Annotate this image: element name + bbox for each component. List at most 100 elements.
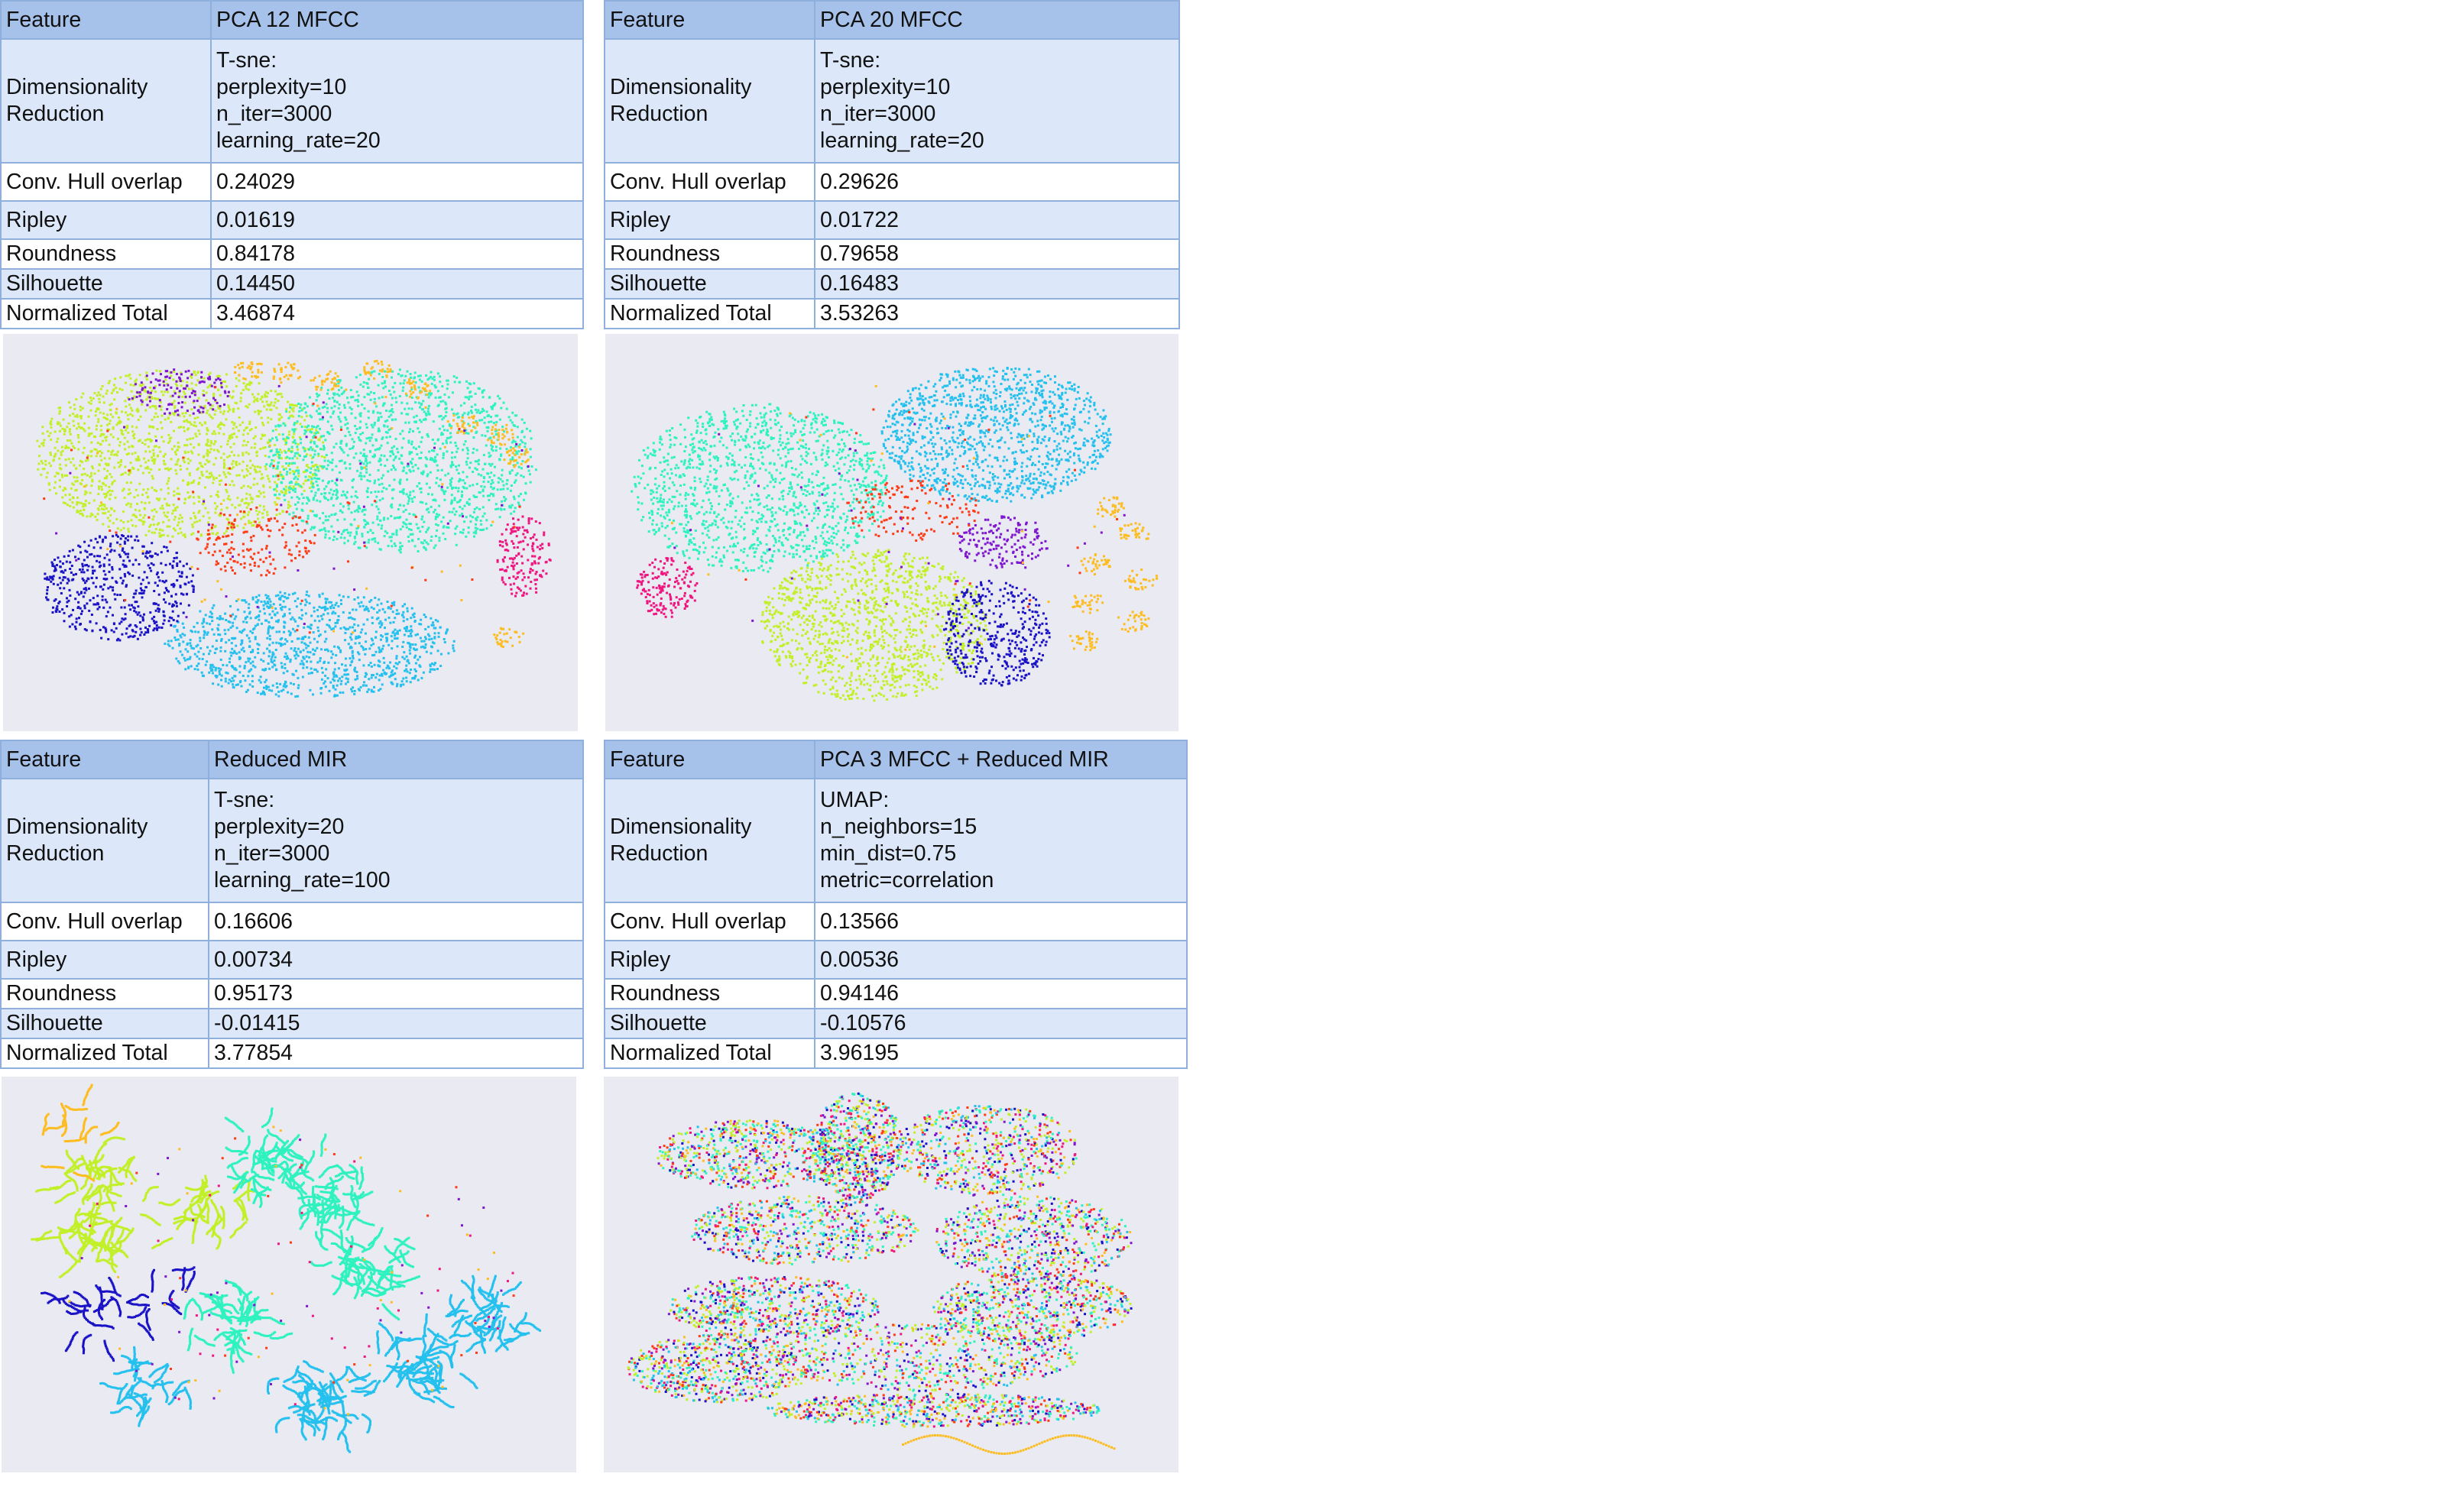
point-mark — [288, 513, 291, 516]
point-mark — [386, 431, 389, 434]
point-mark — [257, 393, 260, 396]
point-mark — [523, 498, 525, 501]
point-mark — [522, 475, 525, 478]
point-mark — [282, 600, 285, 603]
point-mark — [306, 453, 308, 456]
point-mark — [398, 457, 401, 460]
point-mark — [259, 397, 262, 400]
point-mark — [421, 526, 424, 528]
point-mark — [248, 669, 251, 672]
point-mark — [297, 637, 300, 640]
point-mark — [339, 536, 342, 539]
point-mark — [514, 474, 517, 477]
point-mark — [534, 583, 537, 586]
point-mark — [346, 427, 349, 430]
point-mark — [261, 433, 264, 436]
point-mark — [361, 535, 364, 538]
point-mark — [504, 542, 507, 545]
point-mark — [133, 496, 136, 499]
point-mark — [312, 648, 314, 651]
point-mark — [353, 543, 355, 546]
point-mark — [206, 454, 209, 457]
point-mark — [423, 547, 426, 549]
point-mark — [481, 434, 484, 437]
point-mark — [97, 603, 100, 606]
point-mark — [357, 636, 360, 640]
point-mark — [254, 636, 257, 639]
point-mark — [526, 531, 529, 533]
point-mark — [355, 671, 358, 673]
point-mark — [124, 617, 127, 620]
point-mark — [177, 660, 180, 662]
point-mark — [471, 411, 473, 414]
point-mark — [290, 403, 293, 407]
point-mark — [189, 414, 192, 417]
point-mark — [183, 533, 186, 536]
point-mark — [362, 623, 365, 626]
point-mark — [248, 611, 251, 614]
point-mark — [157, 604, 160, 607]
point-mark — [274, 428, 277, 431]
point-mark — [178, 376, 181, 379]
point-mark — [326, 420, 329, 423]
point-mark — [420, 676, 423, 679]
point-mark — [104, 536, 107, 539]
point-mark — [201, 658, 204, 660]
point-mark — [264, 468, 267, 471]
point-mark — [246, 688, 249, 692]
point-mark — [482, 454, 485, 456]
point-mark — [445, 632, 447, 635]
point-mark — [288, 410, 291, 413]
point-mark — [290, 450, 293, 453]
point-mark — [433, 449, 436, 452]
point-mark — [158, 399, 161, 402]
point-mark — [514, 507, 517, 510]
point-mark — [326, 481, 329, 484]
point-mark — [486, 494, 489, 497]
point-mark — [252, 437, 255, 440]
point-mark — [290, 481, 293, 483]
point-mark — [47, 578, 50, 581]
point-mark — [457, 416, 460, 419]
point-mark — [125, 411, 128, 414]
point-mark — [124, 471, 127, 475]
point-mark — [251, 649, 255, 652]
point-mark — [129, 624, 132, 627]
point-mark — [400, 545, 404, 548]
point-mark — [166, 408, 169, 410]
point-mark — [358, 653, 361, 656]
point-mark — [386, 601, 389, 603]
point-mark — [247, 659, 250, 662]
point-mark — [61, 578, 64, 581]
point-mark — [451, 391, 454, 394]
point-mark — [279, 449, 282, 451]
point-mark — [456, 447, 459, 450]
point-mark — [345, 529, 349, 531]
point-mark — [467, 423, 470, 426]
point-mark — [313, 637, 316, 640]
point-mark — [230, 468, 233, 470]
point-mark — [222, 535, 225, 538]
point-mark — [403, 522, 406, 525]
point-mark — [184, 536, 186, 539]
point-mark — [233, 668, 236, 671]
point-mark — [174, 410, 177, 413]
point-mark — [101, 432, 104, 436]
point-mark — [333, 645, 336, 648]
point-mark — [282, 688, 285, 692]
point-mark — [151, 372, 154, 375]
point-mark — [337, 416, 340, 418]
point-mark — [267, 571, 271, 574]
point-mark — [250, 428, 253, 430]
point-mark — [198, 462, 201, 465]
point-mark — [310, 439, 313, 442]
point-mark — [431, 439, 434, 441]
point-mark — [166, 549, 169, 552]
point-mark — [368, 393, 371, 396]
point-mark — [141, 442, 144, 445]
point-mark — [257, 551, 260, 554]
point-mark — [351, 690, 354, 693]
point-mark — [427, 396, 430, 399]
point-mark — [441, 385, 444, 388]
point-mark — [395, 400, 398, 403]
